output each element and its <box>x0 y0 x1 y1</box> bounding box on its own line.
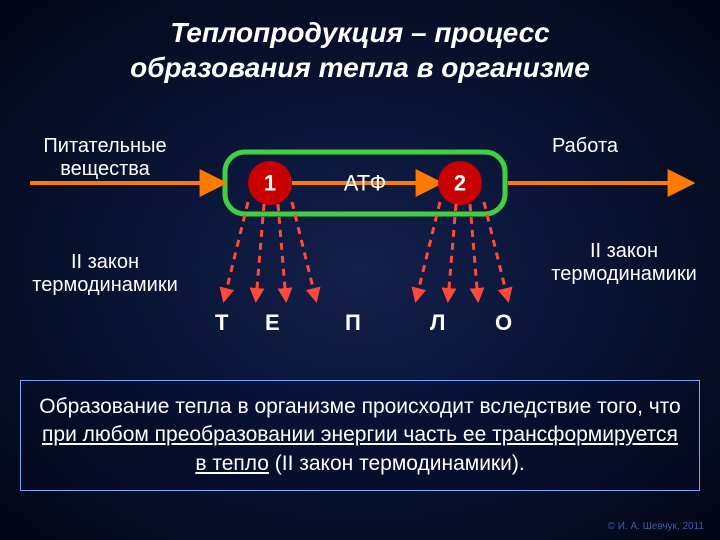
node-1-text: 1 <box>264 171 276 196</box>
slide: Теплопродукция – процесс образования теп… <box>0 0 720 540</box>
conclusion-prefix: Образование тепла в организме происходит… <box>39 395 680 418</box>
conclusion-suffix: (II закон термодинамики). <box>269 452 525 475</box>
atp-label: АТФ <box>344 171 386 196</box>
teplo-T: Т <box>215 310 228 336</box>
conclusion-box: Образование тепла в организме происходит… <box>20 380 700 491</box>
teplo-E: Е <box>265 310 280 336</box>
title-line-2: образования тепла в организме <box>130 52 590 83</box>
slide-title: Теплопродукция – процесс образования теп… <box>0 15 720 85</box>
heat-arrows-2 <box>416 202 508 300</box>
footer-credit: © И. А. Шевчук, 2011 <box>608 521 704 532</box>
heat-arrows-1 <box>224 202 316 300</box>
teplo-P: П <box>345 310 361 336</box>
teplo-L: Л <box>430 310 445 336</box>
teplo-letters: Т Е П Л О <box>215 310 575 340</box>
diagram-area: Питательные вещества II закон термодинам… <box>20 110 700 340</box>
node-2-text: 2 <box>454 171 466 196</box>
teplo-O: О <box>495 310 512 336</box>
diagram-svg: 1 2 АТФ <box>20 110 700 340</box>
title-line-1: Теплопродукция – процесс <box>170 17 549 48</box>
